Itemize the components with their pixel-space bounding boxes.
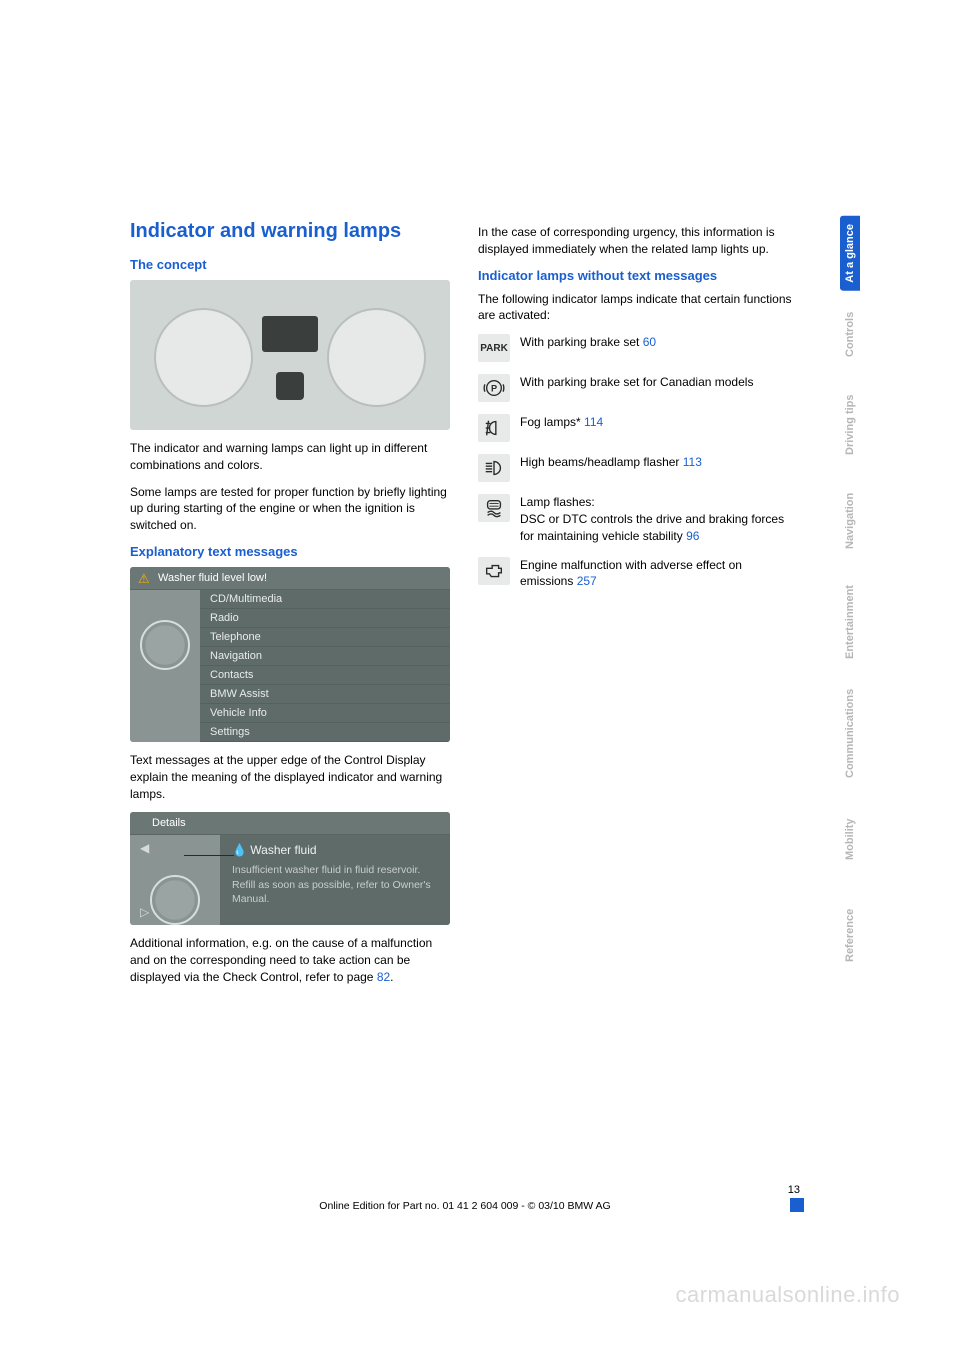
page-number: 13	[130, 1184, 800, 1196]
indicator-label: Engine malfunction with adverse effect o…	[520, 558, 742, 589]
explanatory-para-1: Text messages at the upper edge of the C…	[130, 752, 450, 802]
tab-driving-tips[interactable]: Driving tips	[840, 377, 860, 473]
idrive-dial-icon	[150, 875, 200, 925]
detail-header-label: Details	[152, 817, 186, 829]
indicator-text: Engine malfunction with adverse effect o…	[520, 557, 798, 591]
page-ref-link[interactable]: 82	[377, 970, 390, 984]
indicator-row: Engine malfunction with adverse effect o…	[478, 557, 798, 591]
page-title: Indicator and warning lamps	[130, 220, 450, 243]
indicator-text: With parking brake set for Canadian mode…	[520, 374, 753, 402]
menu-body: CD/Multimedia Radio Telephone Navigation…	[130, 590, 450, 742]
section-heading-explanatory: Explanatory text messages	[130, 544, 450, 559]
tab-communications[interactable]: Communications	[840, 675, 860, 791]
indicator-row: P With parking brake set for Canadian mo…	[478, 374, 798, 402]
watermark-text: carmanualsonline.info	[675, 1282, 900, 1308]
tab-reference[interactable]: Reference	[840, 887, 860, 983]
figure-idrive-menu: ⚠ Washer fluid level low! CD/Multimedia …	[130, 567, 450, 742]
concept-para-2: Some lamps are tested for proper functio…	[130, 484, 450, 534]
high-beam-icon	[478, 454, 510, 482]
idrive-dial-panel	[130, 590, 200, 742]
tab-controls[interactable]: Controls	[840, 291, 860, 377]
figure-instrument-cluster	[130, 280, 450, 430]
menu-item: BMW Assist	[200, 685, 450, 704]
park-text-icon: PARK	[478, 334, 510, 362]
right-column: In the case of corresponding urgency, th…	[478, 220, 798, 996]
menu-list: CD/Multimedia Radio Telephone Navigation…	[200, 590, 450, 742]
nav-down-icon: ▷	[140, 905, 149, 919]
figure-idrive-detail: Details ◀ ▷ 💧 Washer fluid Insufficient …	[130, 812, 450, 925]
explanatory-para-2: Additional information, e.g. on the caus…	[130, 935, 450, 985]
tab-mobility[interactable]: Mobility	[840, 791, 860, 887]
page-ref-link[interactable]: 60	[643, 335, 656, 349]
engine-icon	[478, 557, 510, 585]
section-heading-indicator-lamps: Indicator lamps without text messages	[478, 268, 798, 283]
indicator-text: Lamp flashes: DSC or DTC controls the dr…	[520, 494, 798, 544]
tab-entertainment[interactable]: Entertainment	[840, 569, 860, 675]
indicator-text: Fog lamps* 114	[520, 414, 603, 442]
indicator-row: PARK With parking brake set 60	[478, 334, 798, 362]
page-ref-link[interactable]: 114	[584, 415, 603, 429]
indicator-label: Lamp flashes:	[520, 495, 595, 509]
page-ref-link[interactable]: 257	[577, 574, 597, 588]
page-content: Indicator and warning lamps The concept …	[130, 220, 800, 996]
svg-text:P: P	[491, 384, 497, 394]
indicator-label: With parking brake set	[520, 335, 643, 349]
menu-item: Navigation	[200, 647, 450, 666]
menu-warning-header: ⚠ Washer fluid level low!	[130, 567, 450, 590]
intro-para: In the case of corresponding urgency, th…	[478, 224, 798, 258]
tab-at-a-glance[interactable]: At a glance	[840, 216, 860, 291]
para-text: .	[390, 970, 393, 984]
indicator-label: DSC or DTC controls the drive and brakin…	[520, 512, 784, 543]
menu-item: Settings	[200, 723, 450, 742]
indicator-text: High beams/headlamp flasher 113	[520, 454, 702, 482]
warning-triangle-icon: ⚠	[138, 571, 150, 587]
tab-navigation[interactable]: Navigation	[840, 473, 860, 569]
park-circle-icon: P	[478, 374, 510, 402]
concept-para-1: The indicator and warning lamps can ligh…	[130, 440, 450, 474]
section-tabs: At a glance Controls Driving tips Naviga…	[840, 216, 864, 983]
cluster-warning-icon	[276, 372, 304, 400]
nav-up-icon: ◀	[140, 841, 149, 855]
indicator-label: High beams/headlamp flasher	[520, 455, 683, 469]
detail-title: 💧 Washer fluid	[232, 843, 438, 857]
menu-warning-text: Washer fluid level low!	[158, 572, 267, 584]
dsc-icon	[478, 494, 510, 522]
cluster-display-icon	[262, 316, 318, 352]
footer-text: Online Edition for Part no. 01 41 2 604 …	[130, 1200, 800, 1212]
left-column: Indicator and warning lamps The concept …	[130, 220, 450, 996]
detail-title-text: Washer fluid	[250, 843, 316, 857]
indicator-row: Fog lamps* 114	[478, 414, 798, 442]
indicator-lead: The following indicator lamps indicate t…	[478, 291, 798, 325]
detail-body: ◀ ▷ 💧 Washer fluid Insufficient washer f…	[130, 835, 450, 925]
callout-line-icon	[184, 855, 234, 856]
menu-item: CD/Multimedia	[200, 590, 450, 609]
indicator-row: Lamp flashes: DSC or DTC controls the dr…	[478, 494, 798, 544]
section-heading-concept: The concept	[130, 257, 450, 272]
detail-header: Details	[130, 812, 450, 835]
idrive-dial-panel: ◀ ▷	[130, 835, 220, 925]
indicator-label: Fog lamps*	[520, 415, 584, 429]
indicator-row: High beams/headlamp flasher 113	[478, 454, 798, 482]
fog-lamp-icon	[478, 414, 510, 442]
detail-text-panel: 💧 Washer fluid Insufficient washer fluid…	[220, 835, 450, 925]
menu-item: Radio	[200, 609, 450, 628]
menu-item: Vehicle Info	[200, 704, 450, 723]
menu-item: Contacts	[200, 666, 450, 685]
page-ref-link[interactable]: 96	[686, 529, 699, 543]
menu-item: Telephone	[200, 628, 450, 647]
idrive-dial-icon	[140, 620, 190, 670]
page-ref-link[interactable]: 113	[683, 455, 702, 469]
indicator-text: With parking brake set 60	[520, 334, 656, 362]
detail-body-text: Insufficient washer fluid in fluid reser…	[232, 863, 438, 906]
